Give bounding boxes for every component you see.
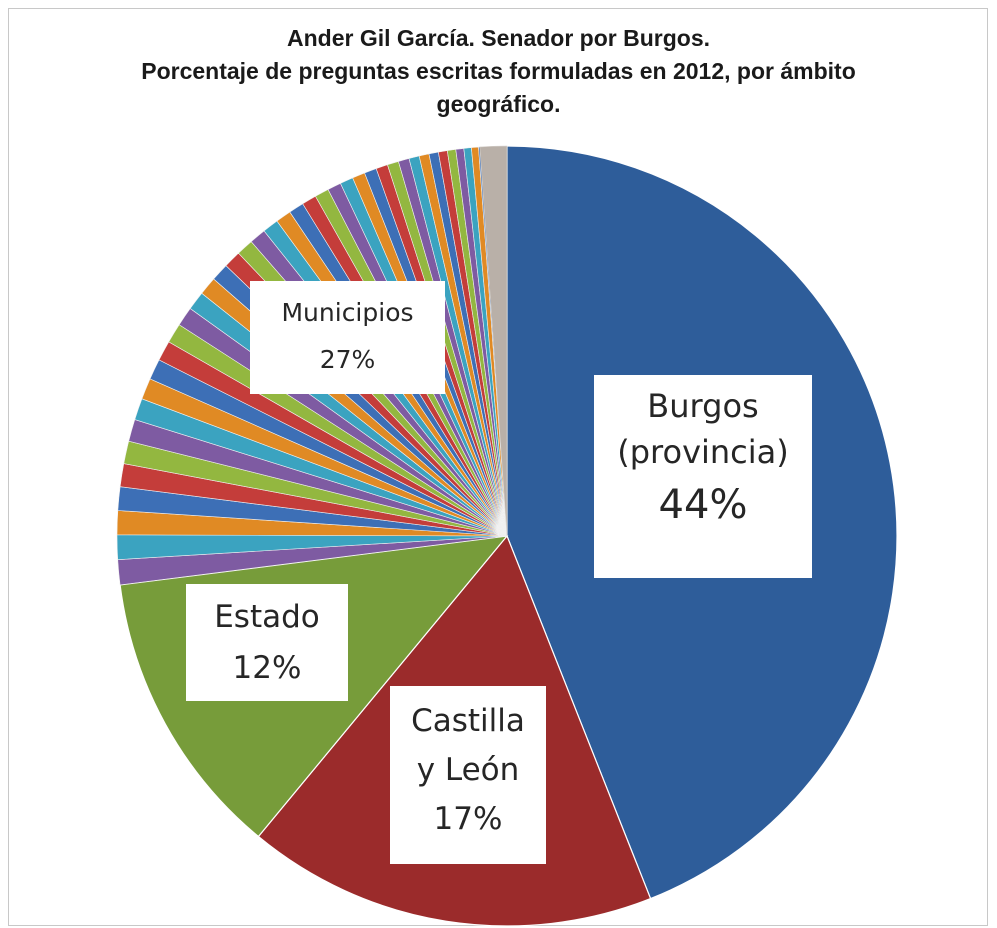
- chart-title-line-1: Ander Gil García. Senador por Burgos.: [286, 25, 711, 51]
- pie-labels: Burgos (provincia) 44% Castilla y León 17% Est…: [186, 281, 812, 864]
- pie-label-box: [250, 281, 445, 394]
- pie-label-text: 17%: [434, 801, 503, 837]
- chart-title-line-3: geográfico.: [436, 91, 561, 117]
- pie-label-text: Castilla: [411, 703, 525, 739]
- chart-title: Ander Gil García. Senador por Burgos. Po…: [0, 22, 997, 121]
- pie-label-box: [594, 375, 812, 578]
- pie-label-box: [390, 686, 546, 864]
- pie-label-castilla-y-le-n: Castilla y León 17%: [390, 686, 546, 864]
- pie-label-box: [186, 584, 348, 701]
- pie-label-text: 44%: [659, 482, 748, 528]
- pie-label-text: 27%: [320, 345, 376, 374]
- pie-label-burgos-provincia: Burgos (provincia) 44%: [594, 375, 812, 578]
- chart-title-line-2: Porcentaje de preguntas escritas formula…: [141, 58, 856, 84]
- pie-label-estado: Estado 12%: [186, 584, 348, 701]
- pie-label-municipios: Municipios 27%: [250, 281, 445, 394]
- pie-label-text: Estado: [214, 599, 320, 635]
- pie-slice-municipios-part: [479, 145, 508, 537]
- pie-label-text: Burgos: [647, 387, 758, 425]
- pie-label-text: y León: [417, 752, 520, 788]
- pie-label-text: Municipios: [281, 298, 413, 327]
- pie-label-text: 12%: [233, 650, 302, 686]
- pie-label-text: (provincia): [617, 433, 789, 471]
